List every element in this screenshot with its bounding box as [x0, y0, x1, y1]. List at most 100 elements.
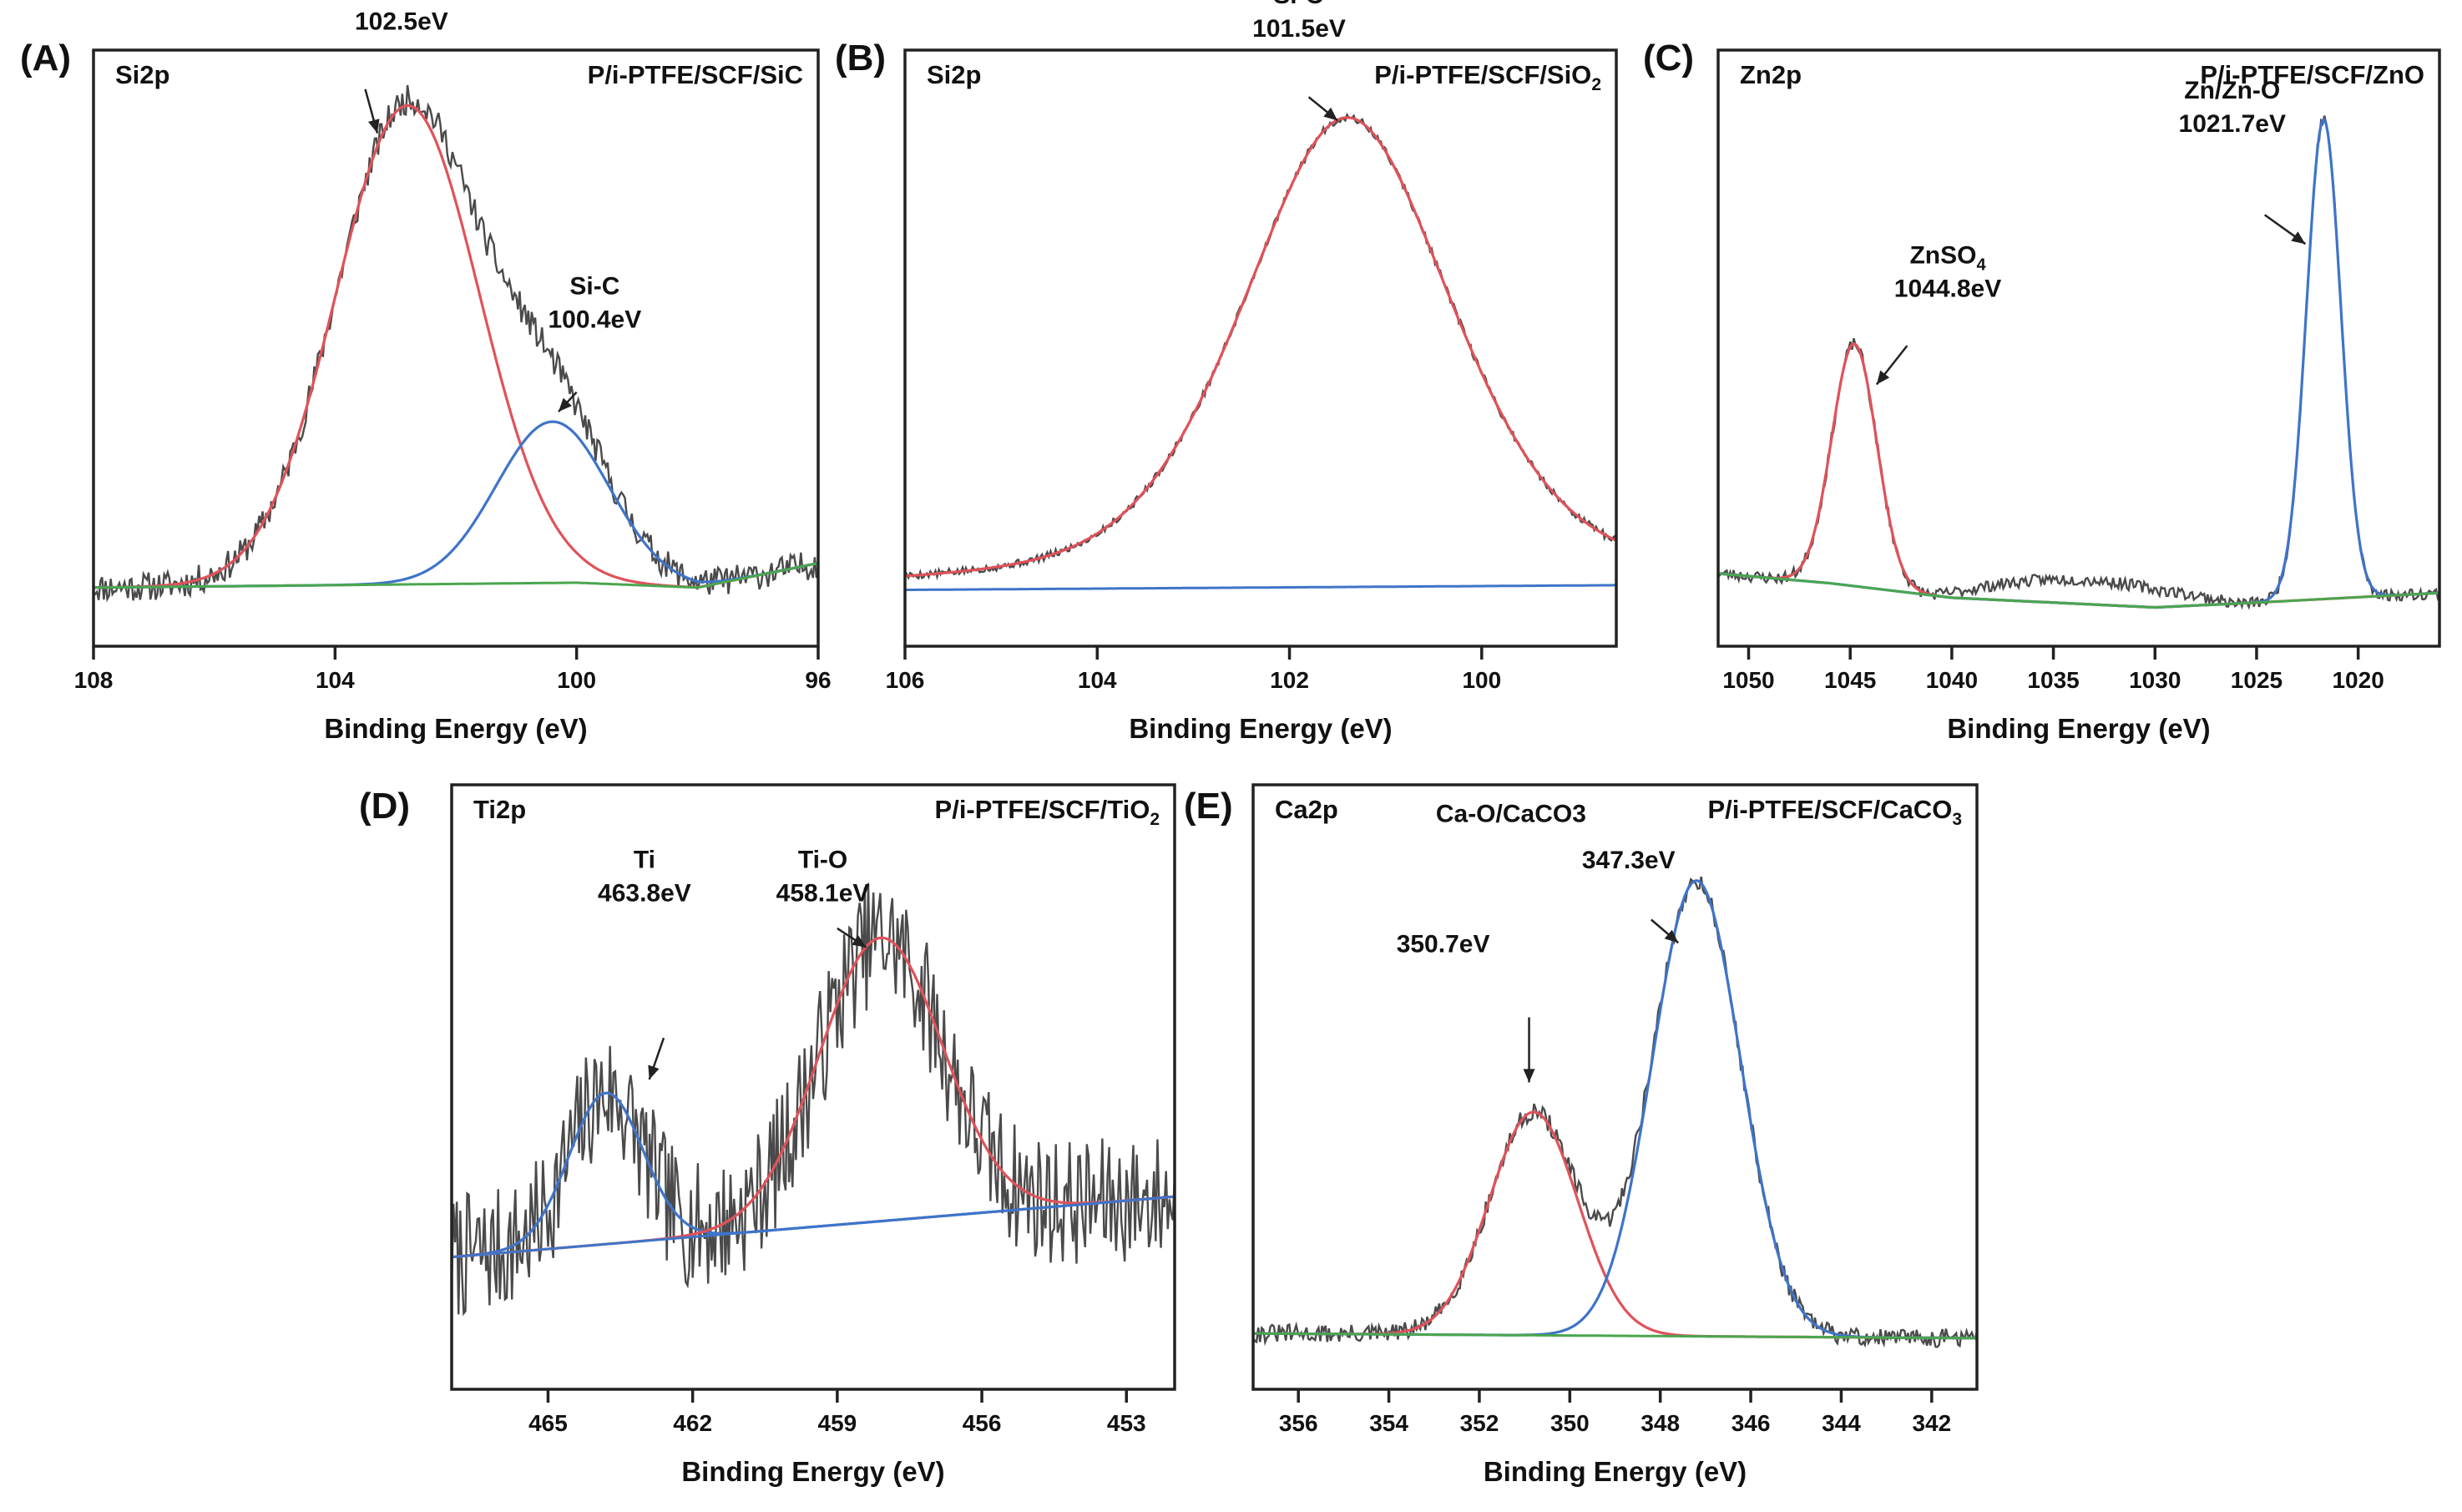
fit-peak-1 — [1253, 1110, 1977, 1340]
x-tick-label: 352 — [1460, 1410, 1499, 1436]
sample-label: P/i-PTFE/SCF/TiO2 — [935, 795, 1160, 829]
x-axis-label: Binding Energy (eV) — [681, 1456, 944, 1487]
x-tick-label: 1045 — [1824, 667, 1876, 693]
plot-area — [1718, 115, 2439, 610]
x-tick-label: 104 — [1078, 667, 1117, 693]
core-level-label: Si2p — [927, 60, 981, 89]
annotation-text: 463.8eV — [598, 880, 691, 908]
panel-e: 356 354 352 350 348 346 344 342 Binding Energy (… — [1184, 783, 1979, 1487]
x-tick-label: 96 — [805, 667, 831, 693]
background-line — [452, 1195, 1175, 1259]
x-tick-label: 465 — [528, 1410, 568, 1436]
peak-annotation: Zn/Zn-O 1021.7eV — [2179, 77, 2307, 245]
raw-spectrum-line — [1253, 876, 1977, 1348]
core-level-label: Ti2p — [473, 795, 526, 824]
x-tick-label: 346 — [1731, 1410, 1771, 1436]
x-tick-label: 453 — [1107, 1410, 1146, 1436]
annotation-text: ZnSO4 — [1909, 241, 1986, 274]
peak-annotation: Ca-O/CaCO3 — [1436, 801, 1586, 828]
annotation-text: 100.4eV — [548, 306, 641, 334]
peak-annotation: Si-O 101.5eV — [1252, 0, 1346, 122]
fit-peak-2 — [94, 420, 818, 589]
annotation-arrowhead — [1523, 1069, 1535, 1083]
background-line — [905, 584, 1616, 591]
raw-spectrum-line — [452, 882, 1175, 1317]
annotation-arrowhead — [648, 1064, 660, 1080]
plot-frame — [903, 48, 1618, 648]
sample-label: P/i-PTFE/SCF/CaCO3 — [1708, 795, 1963, 829]
x-tick-label: 104 — [316, 667, 355, 693]
annotation-text: 458.1eV — [776, 880, 870, 908]
fit-peak-1 — [452, 1091, 1175, 1259]
core-level-label: Zn2p — [1740, 60, 1802, 89]
core-level-label: Ca2p — [1275, 795, 1338, 824]
x-tick-label: 1040 — [1926, 667, 1978, 693]
plot-frame — [1716, 48, 2441, 648]
peak-annotation: 350.7eV — [1397, 930, 1535, 1083]
background-line — [1253, 1332, 1977, 1340]
raw-spectrum-line — [905, 112, 1616, 581]
x-tick-label: 106 — [886, 667, 925, 693]
peak-annotation: Ti 463.8eV — [598, 847, 691, 1080]
annotation-text: Ti-O — [798, 847, 847, 874]
core-level-label: Si2p — [115, 60, 169, 89]
plot-frame — [92, 48, 820, 648]
panel-label: (E) — [1184, 786, 1233, 827]
annotation-arrowhead — [558, 397, 572, 412]
annotation-arrowhead — [2291, 231, 2306, 245]
plot-area — [94, 84, 818, 603]
annotation-text: 347.3eV — [1582, 847, 1676, 874]
plot-area — [452, 882, 1175, 1317]
panel-a: 108 104 100 96 Binding Energy (eV) (A) Si2p P/i… — [20, 0, 832, 744]
x-tick-label: 342 — [1912, 1410, 1951, 1436]
peak-annotation: Si-O 102.5eV — [355, 0, 448, 134]
annotation-text: 101.5eV — [1252, 15, 1346, 43]
fit-peak-1 — [905, 116, 1616, 578]
annotation-text: 102.5eV — [355, 8, 448, 36]
panel-c: 1050 1045 1040 1035 1030 1025 1020 Binding Ener… — [1643, 38, 2441, 744]
x-tick-label: 356 — [1279, 1410, 1318, 1436]
annotation-text: 350.7eV — [1397, 930, 1490, 958]
plot-frame — [1251, 783, 1979, 1391]
annotation-text: Si-O — [376, 0, 427, 3]
fit-peak-1 — [1718, 342, 2439, 609]
panel-label: (B) — [835, 38, 886, 78]
annotation-arrowhead — [367, 119, 380, 134]
x-axis-label: Binding Energy (eV) — [1947, 713, 2210, 744]
x-tick-label: 108 — [74, 667, 114, 693]
x-axis-label: Binding Energy (eV) — [1484, 1456, 1747, 1487]
annotation-text: Ca-O/CaCO3 — [1436, 801, 1586, 828]
background-line — [94, 562, 818, 589]
annotation-text: Zn/Zn-O — [2184, 77, 2280, 104]
x-tick-label: 1035 — [2027, 667, 2079, 693]
x-tick-label: 102 — [1270, 667, 1309, 693]
peak-annotation: 347.3eV — [1582, 847, 1680, 944]
x-tick-label: 100 — [557, 667, 596, 693]
x-tick-label: 350 — [1550, 1410, 1590, 1436]
panel-label: (C) — [1643, 38, 1694, 78]
annotation-arrowhead — [1664, 929, 1679, 943]
x-tick-label: 1020 — [2332, 667, 2384, 693]
plot-area — [1253, 876, 1977, 1348]
panel-label: (D) — [359, 786, 410, 827]
sample-label: P/i-PTFE/SCF/ZnO — [2200, 60, 2424, 89]
peak-annotation: Ti-O 458.1eV — [776, 847, 870, 948]
x-tick-label: 1050 — [1722, 667, 1774, 693]
x-axis-label: Binding Energy (eV) — [324, 713, 587, 744]
annotation-text: Si-C — [569, 273, 619, 301]
x-tick-label: 344 — [1822, 1410, 1861, 1436]
x-tick-label: 459 — [818, 1410, 857, 1436]
x-tick-label: 348 — [1640, 1410, 1680, 1436]
sample-label: P/i-PTFE/SCF/SiC — [588, 60, 803, 89]
plot-area — [905, 112, 1616, 591]
raw-spectrum-line — [94, 84, 818, 603]
fit-peak-2 — [1718, 118, 2439, 609]
fit-peak-1 — [94, 104, 818, 589]
annotation-text: 1021.7eV — [2179, 110, 2286, 138]
x-tick-label: 456 — [963, 1410, 1002, 1436]
x-tick-label: 100 — [1462, 667, 1501, 693]
x-tick-label: 1030 — [2129, 667, 2181, 693]
sample-label: P/i-PTFE/SCF/SiO2 — [1374, 60, 1601, 94]
x-tick-label: 462 — [673, 1410, 712, 1436]
